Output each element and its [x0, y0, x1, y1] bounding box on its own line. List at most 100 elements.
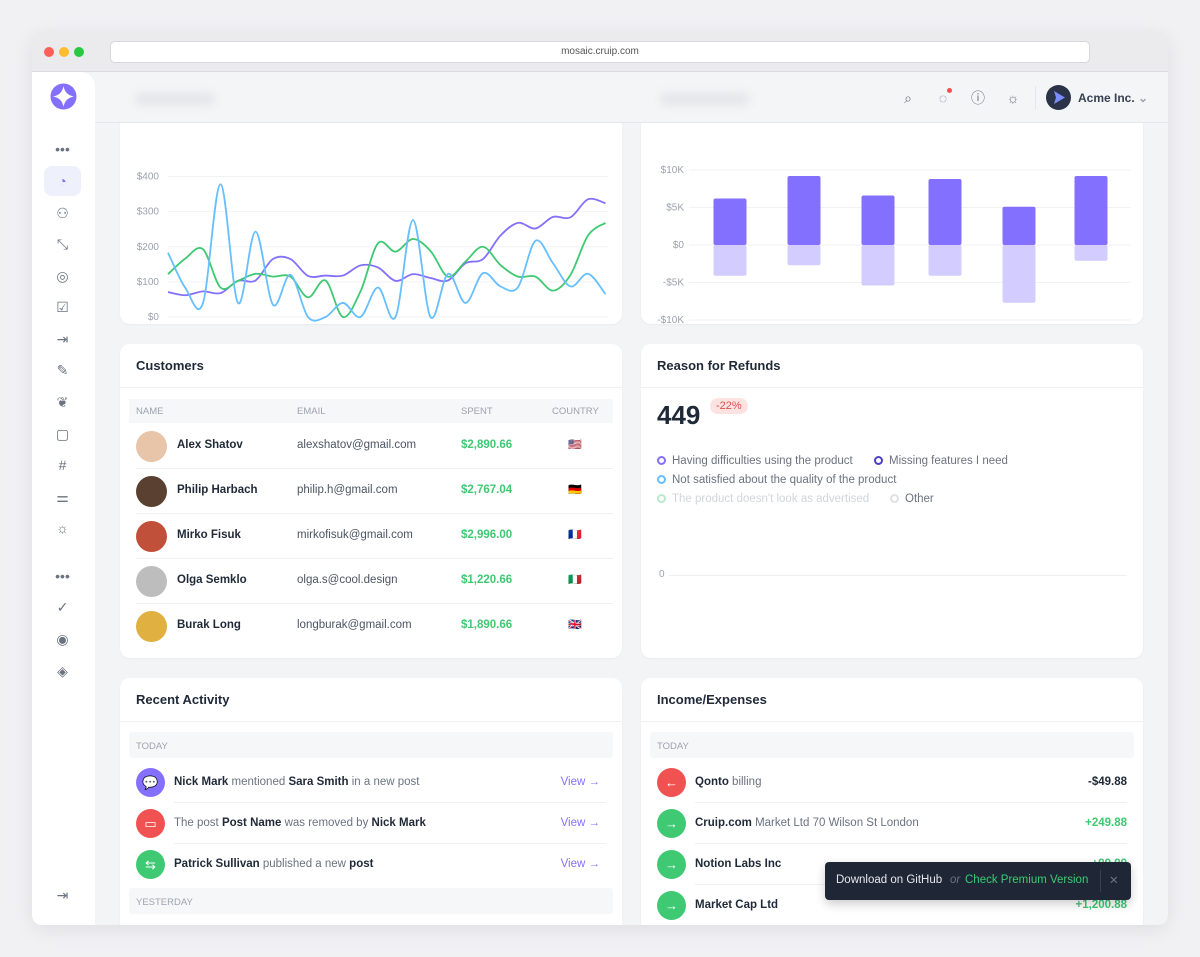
sidebar-item-onboarding[interactable]: ◉ — [56, 631, 69, 647]
bar-expense[interactable] — [713, 245, 747, 276]
bar-expense[interactable] — [1074, 245, 1108, 261]
download-github-link[interactable]: Download on GitHub — [836, 874, 943, 886]
avatar — [136, 611, 167, 642]
sidebar-item-community[interactable]: ⤡ — [56, 236, 69, 252]
legend-item[interactable]: Other — [890, 493, 934, 505]
legend-item[interactable]: The product doesn't look as advertised — [657, 493, 869, 505]
transaction-amount: -$49.88 — [1087, 776, 1127, 788]
sidebar-item-utility[interactable]: ☼ — [56, 520, 69, 536]
account-menu[interactable]: Acme Inc. ⌄ — [1078, 91, 1148, 105]
account-avatar[interactable] — [1046, 85, 1071, 110]
more-icon: ••• — [55, 568, 70, 584]
refunds-card: Reason for Refunds 449 -22% Having diffi… — [641, 344, 1143, 658]
sidebar-item-campaigns[interactable]: ❦ — [56, 394, 69, 410]
card-title: Reason for Refunds — [657, 358, 781, 373]
bar-expense[interactable] — [928, 245, 962, 276]
bar-income[interactable] — [928, 179, 962, 245]
column-header-country[interactable]: Country — [552, 406, 599, 417]
sidebar-item-components[interactable]: ◈ — [57, 663, 68, 679]
activity-icon: 💬 — [136, 768, 165, 797]
section-header-today: Today — [129, 732, 613, 758]
bar-expense[interactable] — [787, 245, 821, 266]
sidebar-item-edit[interactable]: ✎ — [56, 362, 69, 378]
bar-income[interactable] — [787, 176, 821, 245]
table-row[interactable]: Philip Harbach philip.h@gmail.com $2,767… — [136, 469, 613, 514]
bar-income[interactable] — [1002, 206, 1036, 245]
legend-marker — [890, 494, 899, 503]
table-header — [129, 399, 613, 423]
arrow-right-icon: → — [657, 891, 686, 920]
sidebar-item-messages[interactable]: ⇥ — [56, 331, 69, 347]
customer-email: mirkofisuk@gmail.com — [297, 529, 413, 541]
close-icon[interactable]: ✕ — [1109, 875, 1119, 887]
customer-email: longburak@gmail.com — [297, 619, 412, 631]
y-tick-label: 0 — [659, 569, 665, 580]
avatar — [136, 431, 167, 462]
customer-spent: $2,890.66 — [461, 439, 513, 451]
sidebar-item-calendar[interactable]: ▢ — [55, 426, 70, 442]
table-row[interactable]: Olga Semklo olga.s@cool.design $1,220.66… — [136, 559, 613, 604]
sidebar-item-tasks[interactable]: ☑ — [56, 299, 69, 315]
sidebar-item-finance[interactable]: ◎ — [56, 268, 69, 284]
close-window-button[interactable] — [44, 47, 54, 57]
refund-total: 449 — [657, 400, 701, 430]
customer-spent: $2,767.04 — [461, 484, 513, 496]
arrow-right-icon: → — [657, 850, 686, 879]
info-icon[interactable]: ⓘ — [971, 90, 985, 106]
legend-item[interactable]: Having difficulties using the product — [657, 455, 853, 467]
transaction-text: Market Cap Ltd — [695, 899, 779, 911]
transaction-item[interactable]: ← Qonto billing -$49.88 — [657, 762, 1127, 803]
transaction-item[interactable]: → Market Cap Ltd +1,200.88 — [657, 885, 1127, 925]
y-tick-label: $100 — [137, 277, 160, 288]
view-link[interactable]: View → — [560, 817, 600, 829]
table-row[interactable]: Mirko Fisuk mirkofisuk@gmail.com $2,996.… — [136, 514, 613, 559]
legend-item[interactable]: Not satisfied about the quality of the p… — [657, 474, 896, 486]
sidebar-item-hashtag[interactable]: # — [58, 457, 67, 473]
maximize-window-button[interactable] — [74, 47, 84, 57]
logo-icon[interactable] — [50, 83, 77, 110]
bar-expense[interactable] — [861, 245, 895, 286]
bar-income[interactable] — [861, 195, 895, 246]
country-flag: 🇩🇪 — [568, 484, 582, 496]
bar-income[interactable] — [713, 198, 747, 246]
series-line-2 — [167, 222, 607, 318]
customer-name: Burak Long — [177, 619, 241, 631]
country-flag: 🇮🇹 — [568, 574, 582, 586]
transaction-text: Notion Labs Inc — [695, 858, 782, 870]
table-row[interactable]: Burak Long longburak@gmail.com $1,890.66… — [136, 604, 613, 649]
view-link[interactable]: View → — [560, 858, 600, 870]
view-link[interactable]: View → — [560, 776, 600, 788]
search-icon[interactable]: ⌕ — [904, 90, 912, 106]
theme-toggle-icon[interactable]: ☼ — [1006, 90, 1020, 106]
y-tick-label: $10K — [661, 165, 685, 176]
bar-expense[interactable] — [1002, 245, 1036, 303]
blurred-title — [660, 92, 750, 106]
section-header-yesterday: Yesterday — [129, 888, 613, 914]
sidebar-collapse-button[interactable]: ⇥ — [56, 887, 69, 903]
line-chart-card: $0$100$200$300$400Dec 22Apr 23Aug 23Dec … — [120, 92, 622, 324]
address-bar[interactable]: mosaic.cruip.com — [110, 41, 1090, 63]
table-row[interactable]: Alex Shatov alexshatov@gmail.com $2,890.… — [136, 424, 613, 469]
bar-income[interactable] — [1074, 176, 1108, 245]
chat-icon[interactable]: ◌ — [933, 88, 953, 108]
premium-link[interactable]: Check Premium Version — [965, 874, 1089, 886]
customer-name: Alex Shatov — [177, 439, 243, 451]
column-header-spent[interactable]: Spent — [461, 406, 493, 417]
sidebar-item-ecommerce[interactable]: ⚇ — [56, 205, 69, 221]
activity-item: 💬 Nick Mark mentioned Sara Smith in a ne… — [136, 762, 606, 803]
sidebar-item-dashboard[interactable]: ◔ — [44, 166, 81, 196]
more-icon: ••• — [55, 141, 70, 157]
customer-name: Philip Harbach — [177, 484, 258, 496]
transaction-item[interactable]: → Cruip.com Market Ltd 70 Wilson St Lond… — [657, 803, 1127, 844]
customers-card: Customers Name Email Spent Country Alex … — [120, 344, 622, 658]
column-header-email[interactable]: Email — [297, 406, 326, 417]
minimize-window-button[interactable] — [59, 47, 69, 57]
transaction-text: Qonto billing — [695, 776, 762, 788]
column-header-name[interactable]: Name — [136, 406, 164, 417]
sidebar-item-settings[interactable]: ⚌ — [56, 489, 69, 505]
sidebar-item-auth[interactable]: ✓ — [56, 599, 69, 615]
y-tick-label: $300 — [137, 207, 160, 218]
activity-icon: ⇆ — [136, 850, 165, 879]
legend-item[interactable]: Missing features I need — [874, 455, 1008, 467]
browser-window: mosaic.cruip.com ••• ◔ ⚇ ⤡ ◎ ☑ ⇥ ✎ ❦ ▢ #… — [32, 32, 1168, 925]
